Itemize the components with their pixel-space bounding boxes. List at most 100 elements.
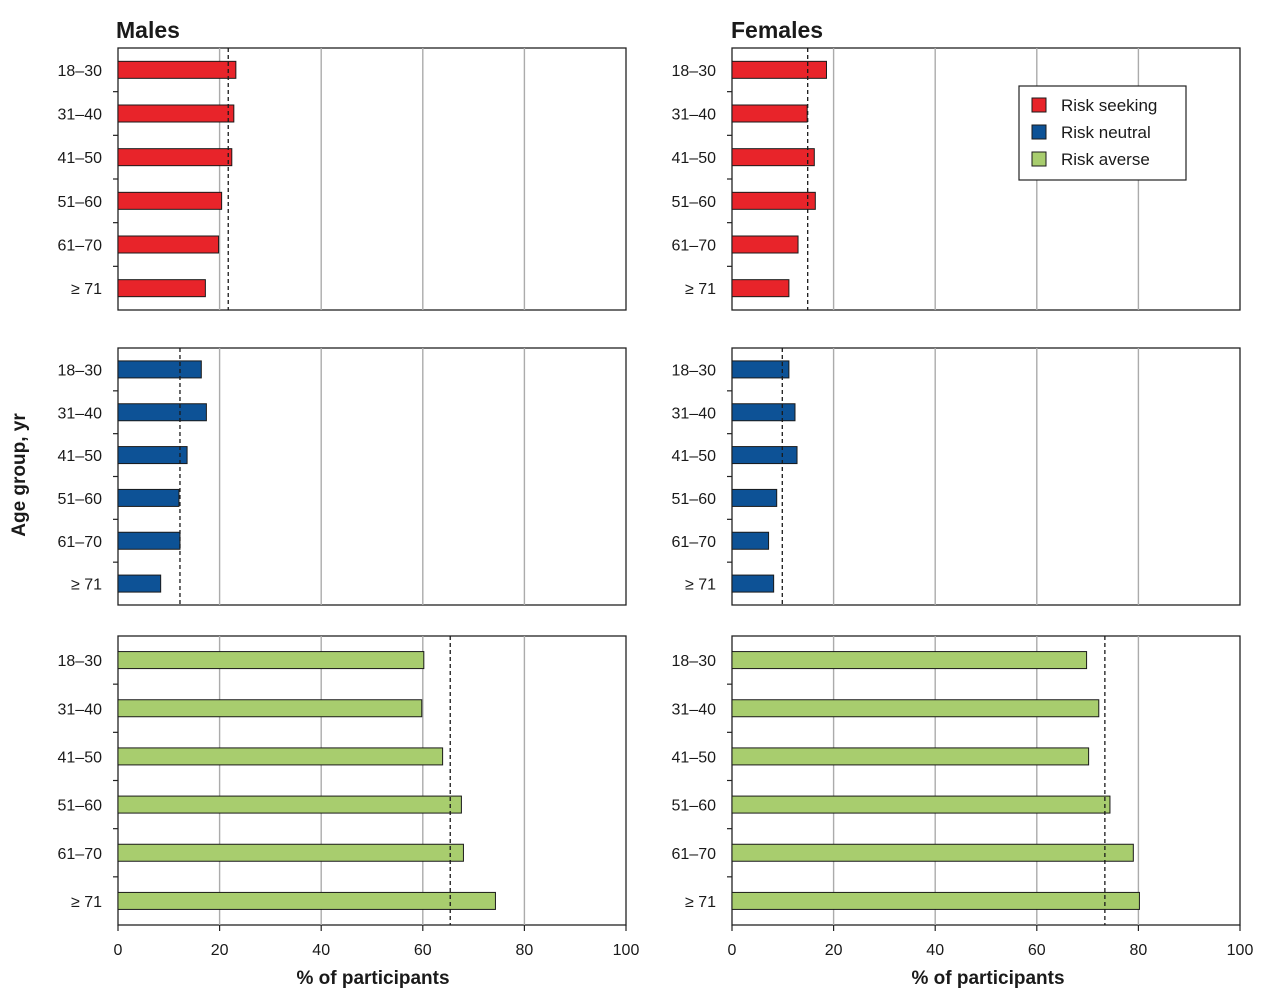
bar-31-40: [731, 104, 808, 123]
legend-swatch-risk-averse: [1031, 151, 1047, 167]
bar-61-70: [117, 235, 220, 254]
category-label-61-70: 61–70: [58, 846, 103, 863]
category-label-18-30: 18–30: [672, 362, 717, 379]
category-label-51-60: 51–60: [672, 194, 717, 211]
x-tick-label-80: 80: [1130, 942, 1148, 959]
category-label-71: ≥ 71: [685, 577, 716, 594]
x-tick-label-100: 100: [1227, 942, 1254, 959]
category-label-41-50: 41–50: [672, 749, 717, 766]
category-label-61-70: 61–70: [58, 534, 103, 551]
category-label-61-70: 61–70: [672, 534, 717, 551]
category-label-18-30: 18–30: [672, 63, 717, 80]
x-tick-label-40: 40: [926, 942, 944, 959]
bar-18-30: [731, 360, 790, 379]
panel-males-risk-neutral: 18–30 31–40 41–50 51–60 61–70 ≥ 71: [58, 347, 627, 606]
bar-71: [731, 279, 790, 298]
bar-51-60: [117, 191, 223, 210]
category-label-18-30: 18–30: [672, 653, 717, 670]
x-tick-label-20: 20: [825, 942, 843, 959]
category-label-71: ≥ 71: [71, 577, 102, 594]
legend-label-risk-seeking: Risk seeking: [1061, 96, 1157, 115]
bar-18-30: [117, 360, 202, 379]
category-label-51-60: 51–60: [672, 798, 717, 815]
x-tick-label-100: 100: [613, 942, 640, 959]
panel-frame: [731, 347, 1241, 606]
category-label-31-40: 31–40: [672, 701, 717, 718]
panel-frame: [117, 347, 627, 606]
panel-frame: [117, 47, 627, 311]
bar-71: [117, 574, 162, 593]
bar-61-70: [117, 531, 181, 550]
column-title-males: Males: [116, 17, 180, 43]
x-tick-label-40: 40: [312, 942, 330, 959]
category-label-51-60: 51–60: [58, 491, 103, 508]
bar-71: [731, 891, 1140, 910]
category-label-31-40: 31–40: [672, 107, 717, 124]
bar-71: [731, 574, 775, 593]
x-tick-label-20: 20: [211, 942, 229, 959]
legend-swatch-risk-neutral: [1031, 124, 1047, 140]
category-label-31-40: 31–40: [58, 107, 103, 124]
bar-51-60: [731, 488, 778, 507]
category-label-18-30: 18–30: [58, 63, 103, 80]
bar-71: [117, 279, 206, 298]
category-label-71: ≥ 71: [685, 281, 716, 298]
bar-41-50: [731, 446, 798, 465]
category-label-41-50: 41–50: [58, 448, 103, 465]
bar-41-50: [117, 446, 188, 465]
bar-41-50: [731, 148, 815, 167]
x-tick-label-0: 0: [728, 942, 737, 959]
bar-31-40: [731, 403, 796, 422]
bar-31-40: [117, 699, 423, 718]
bar-31-40: [117, 403, 207, 422]
category-label-61-70: 61–70: [672, 238, 717, 255]
category-label-41-50: 41–50: [672, 448, 717, 465]
panel-males-risk-averse: 18–30 31–40 41–50 51–60 61–70 ≥ 71 0 20 40 60 80 10…: [58, 635, 640, 959]
category-label-41-50: 41–50: [58, 749, 103, 766]
category-label-31-40: 31–40: [58, 701, 103, 718]
category-label-61-70: 61–70: [58, 238, 103, 255]
panel-females-risk-averse: 18–30 31–40 41–50 51–60 61–70 ≥ 71 0 20 40 60 80 10…: [672, 635, 1254, 959]
panels-layer: 18–30 31–40 41–50 51–60 61–70 ≥ 71 18–30 31–40 4…: [58, 47, 1254, 959]
bar-51-60: [731, 191, 816, 210]
category-label-51-60: 51–60: [58, 194, 103, 211]
category-label-61-70: 61–70: [672, 846, 717, 863]
x-axis-title-males: % of participants: [296, 968, 449, 989]
legend-label-risk-neutral: Risk neutral: [1061, 123, 1151, 142]
x-tick-label-60: 60: [414, 942, 432, 959]
x-tick-label-0: 0: [114, 942, 123, 959]
bar-41-50: [117, 148, 233, 167]
panel-females-risk-neutral: 18–30 31–40 41–50 51–60 61–70 ≥ 71: [672, 347, 1241, 606]
bar-41-50: [731, 747, 1090, 766]
bar-18-30: [731, 651, 1088, 670]
category-label-18-30: 18–30: [58, 653, 103, 670]
bar-61-70: [731, 531, 770, 550]
bar-61-70: [731, 235, 799, 254]
category-label-71: ≥ 71: [685, 894, 716, 911]
category-label-41-50: 41–50: [672, 150, 717, 167]
category-label-41-50: 41–50: [58, 150, 103, 167]
x-axis-title-females: % of participants: [911, 968, 1064, 989]
legend-swatch-risk-seeking: [1031, 97, 1047, 113]
category-label-51-60: 51–60: [672, 491, 717, 508]
panel-frame: [117, 635, 627, 926]
x-tick-label-80: 80: [516, 942, 534, 959]
panel-males-risk-seeking: 18–30 31–40 41–50 51–60 61–70 ≥ 71: [58, 47, 627, 311]
category-label-71: ≥ 71: [71, 894, 102, 911]
category-label-18-30: 18–30: [58, 362, 103, 379]
category-label-51-60: 51–60: [58, 798, 103, 815]
bar-18-30: [117, 60, 237, 79]
category-label-71: ≥ 71: [71, 281, 102, 298]
bar-61-70: [731, 843, 1134, 862]
bar-51-60: [117, 488, 180, 507]
bar-61-70: [117, 843, 464, 862]
bar-31-40: [731, 699, 1100, 718]
category-label-31-40: 31–40: [58, 405, 103, 422]
bar-41-50: [117, 747, 444, 766]
x-tick-label-60: 60: [1028, 942, 1046, 959]
bar-51-60: [117, 795, 462, 814]
legend-label-risk-averse: Risk averse: [1061, 150, 1150, 169]
bar-31-40: [117, 104, 235, 123]
column-title-females: Females: [731, 17, 823, 43]
